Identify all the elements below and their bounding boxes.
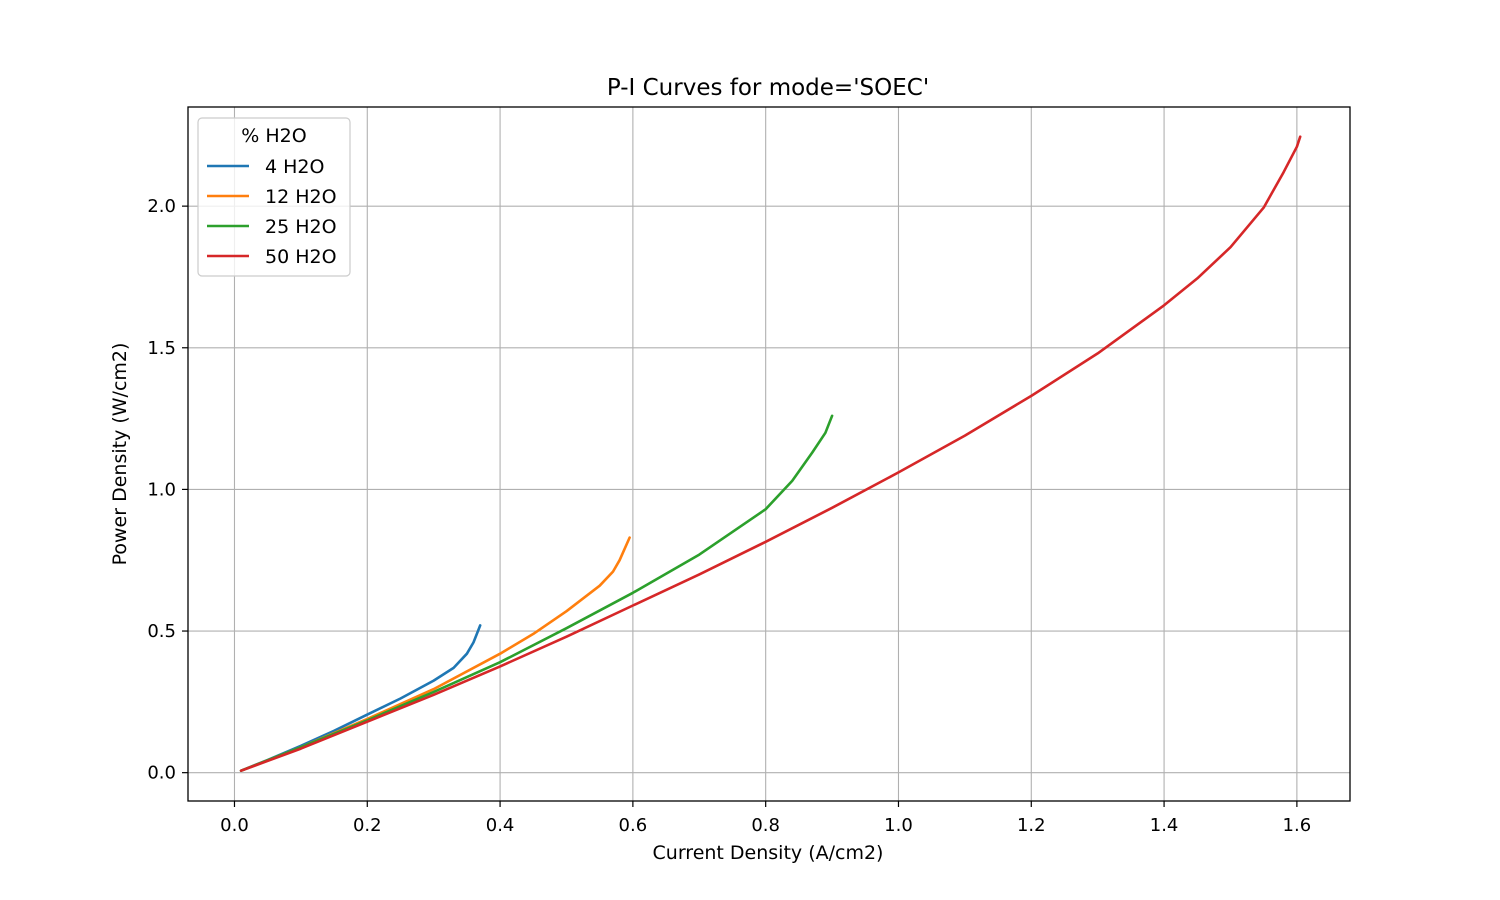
legend-box (197, 117, 351, 277)
x-axis-ticks: 0.0 0.2 0.4 0.6 0.8 1.0 1.2 1.4 1.6 (220, 801, 1311, 836)
x-axis-label: Current Density (A/cm2) (653, 842, 884, 864)
legend: % H2O 4 H2O 12 H2O 25 H2O 50 H2O (197, 117, 351, 277)
legend-title: % H2O (241, 125, 306, 147)
grid (188, 107, 1350, 801)
series-line-2 (239, 536, 631, 773)
x-tick-label: 1.0 (884, 815, 913, 836)
x-tick-label: 1.2 (1017, 815, 1046, 836)
x-tick-label: 0.6 (619, 815, 648, 836)
legend-entry-label: 4 H2O (265, 156, 324, 178)
series-layer (239, 135, 1302, 773)
legend-entry-label: 12 H2O (265, 186, 337, 208)
x-tick-label: 1.6 (1283, 815, 1312, 836)
series-line-4 (239, 135, 1302, 773)
y-axis-label: Power Density (W/cm2) (109, 343, 131, 566)
legend-entry-label: 25 H2O (265, 216, 337, 238)
series-line-1 (239, 624, 482, 773)
y-tick-label: 0.0 (147, 763, 176, 784)
y-tick-label: 1.5 (147, 338, 176, 359)
x-tick-label: 1.4 (1150, 815, 1179, 836)
y-tick-label: 1.0 (147, 479, 176, 500)
legend-entries: 4 H2O 12 H2O 25 H2O 50 H2O (207, 156, 337, 268)
x-tick-label: 0.2 (353, 815, 382, 836)
x-tick-label: 0.8 (751, 815, 780, 836)
plot-frame (187, 106, 1351, 802)
y-tick-label: 2.0 (147, 196, 176, 217)
x-tick-label: 0.0 (220, 815, 249, 836)
x-tick-label: 0.4 (486, 815, 515, 836)
series-line-3 (239, 414, 834, 773)
chart-title: P-I Curves for mode='SOEC' (607, 75, 929, 101)
y-axis-ticks: 0.0 0.5 1.0 1.5 2.0 (147, 196, 188, 784)
legend-entry-label: 50 H2O (265, 246, 337, 268)
y-tick-label: 0.5 (147, 621, 176, 642)
